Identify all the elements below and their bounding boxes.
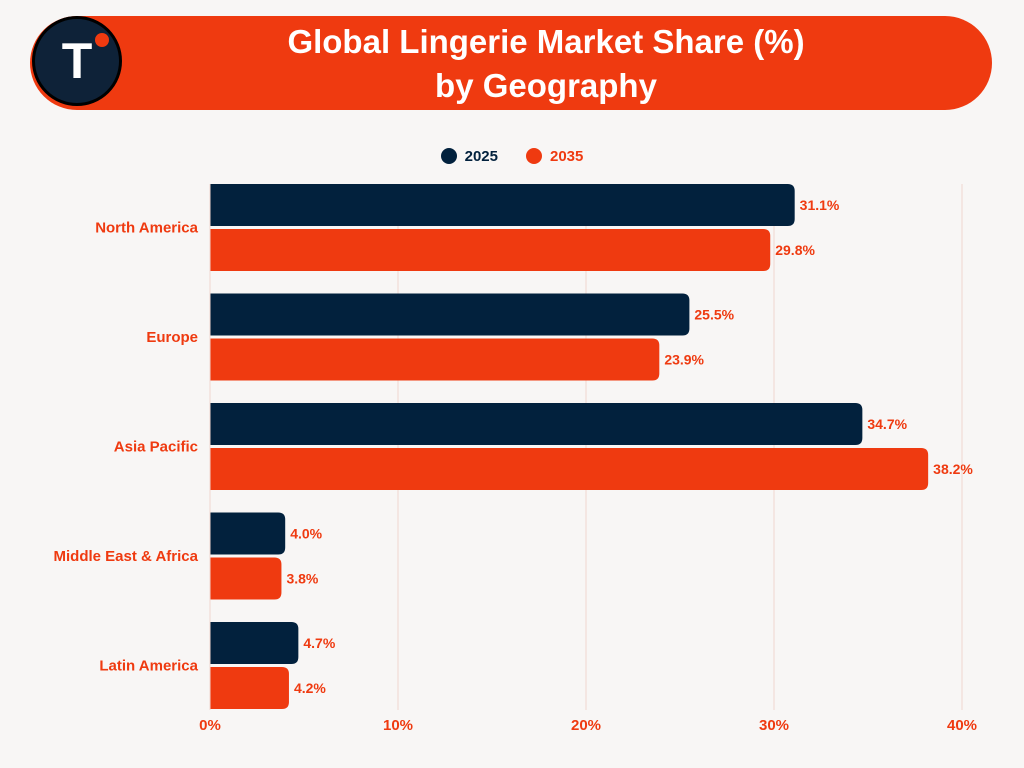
value-label-2035-1: 23.9% — [664, 352, 704, 368]
bar-2025-0 — [210, 184, 795, 226]
logo-dot-icon — [95, 33, 109, 47]
bar-2035-4 — [210, 667, 289, 709]
bar-2025-2 — [210, 403, 863, 445]
bar-2035-2 — [210, 448, 929, 490]
legend-swatch-2035 — [526, 148, 542, 164]
legend-label-2025: 2025 — [464, 147, 498, 165]
logo: T — [32, 16, 122, 106]
bar-2035-0 — [210, 229, 771, 271]
category-label-3: Middle East & Africa — [54, 548, 199, 565]
x-tick-label-3: 30% — [759, 717, 789, 734]
value-label-2025-2: 34.7% — [867, 416, 907, 432]
x-tick-label-2: 20% — [571, 717, 601, 734]
value-label-2025-0: 31.1% — [800, 197, 840, 213]
value-label-2035-2: 38.2% — [933, 461, 973, 477]
category-label-1: Europe — [146, 329, 198, 346]
x-tick-label-4: 40% — [947, 717, 977, 734]
legend: 2025 2035 — [0, 144, 1024, 168]
category-label-2: Asia Pacific — [114, 439, 198, 456]
bar-2025-4 — [210, 622, 299, 664]
value-label-2025-3: 4.0% — [290, 526, 322, 542]
x-tick-label-1: 10% — [383, 717, 413, 734]
bar-2035-3 — [210, 557, 282, 600]
value-label-2025-1: 25.5% — [694, 307, 734, 323]
value-label-2025-4: 4.7% — [303, 635, 335, 651]
chart-title: Global Lingerie Market Share (%) by Geog… — [130, 18, 962, 110]
bar-2025-1 — [210, 293, 690, 336]
legend-item-2035: 2035 — [526, 148, 583, 165]
value-label-2035-4: 4.2% — [294, 680, 326, 696]
legend-item-2025: 2025 — [440, 147, 498, 165]
category-label-4: Latin America — [99, 658, 198, 675]
x-tick-label-0: 0% — [199, 717, 221, 734]
chart-title-line-2: by Geography — [435, 67, 657, 104]
legend-label-2035: 2035 — [550, 147, 584, 165]
chart-title-line-1: Global Lingerie Market Share (%) — [287, 23, 805, 60]
category-label-0: North America — [95, 220, 198, 237]
value-label-2035-0: 29.8% — [775, 242, 815, 258]
logo-letter: T — [61, 33, 93, 89]
legend-swatch-2025 — [440, 148, 457, 164]
bar-2035-1 — [210, 338, 660, 381]
title-banner — [30, 16, 992, 110]
value-label-2035-3: 3.8% — [286, 571, 318, 587]
bar-2025-3 — [210, 512, 286, 555]
